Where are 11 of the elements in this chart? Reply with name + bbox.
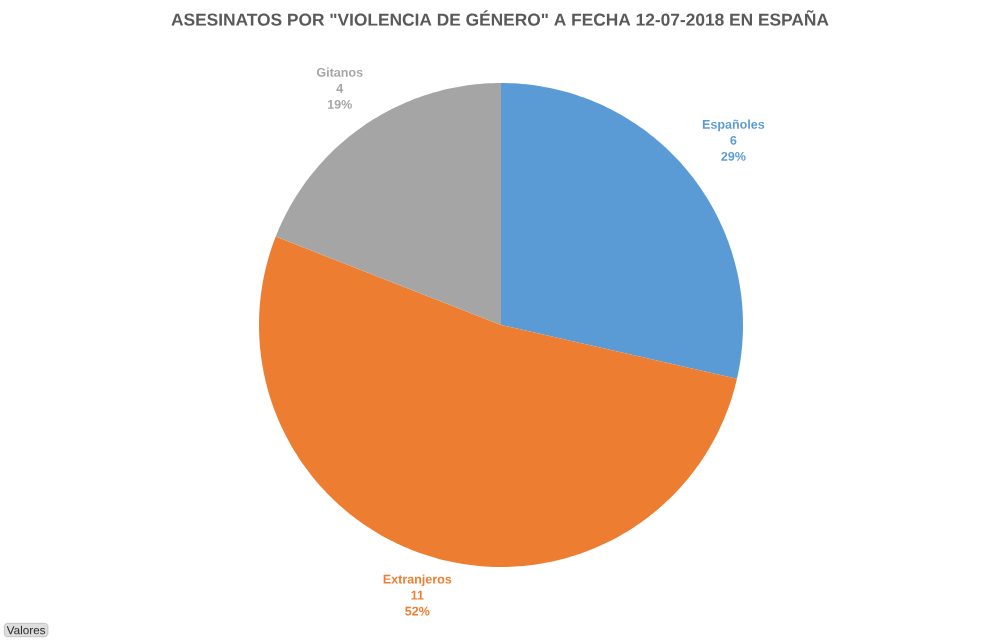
slice-label: Extranjeros — [383, 574, 452, 587]
text: 29% — [721, 151, 746, 161]
chart-title: ASESINATOS POR "VIOLENCIA DE GÉNERO" A FECHA 12-07-2018 EN ESPAÑA — [171, 10, 829, 26]
data-label: 11 — [411, 590, 424, 600]
data-label: 6 — [730, 135, 737, 145]
slice-label: Gitanos — [316, 67, 363, 77]
text: 19% — [327, 99, 352, 109]
data-label: 4 — [336, 84, 344, 93]
text: Valores — [6, 625, 46, 635]
text: 52% — [405, 606, 430, 616]
slice-label: Españoles — [702, 119, 765, 132]
